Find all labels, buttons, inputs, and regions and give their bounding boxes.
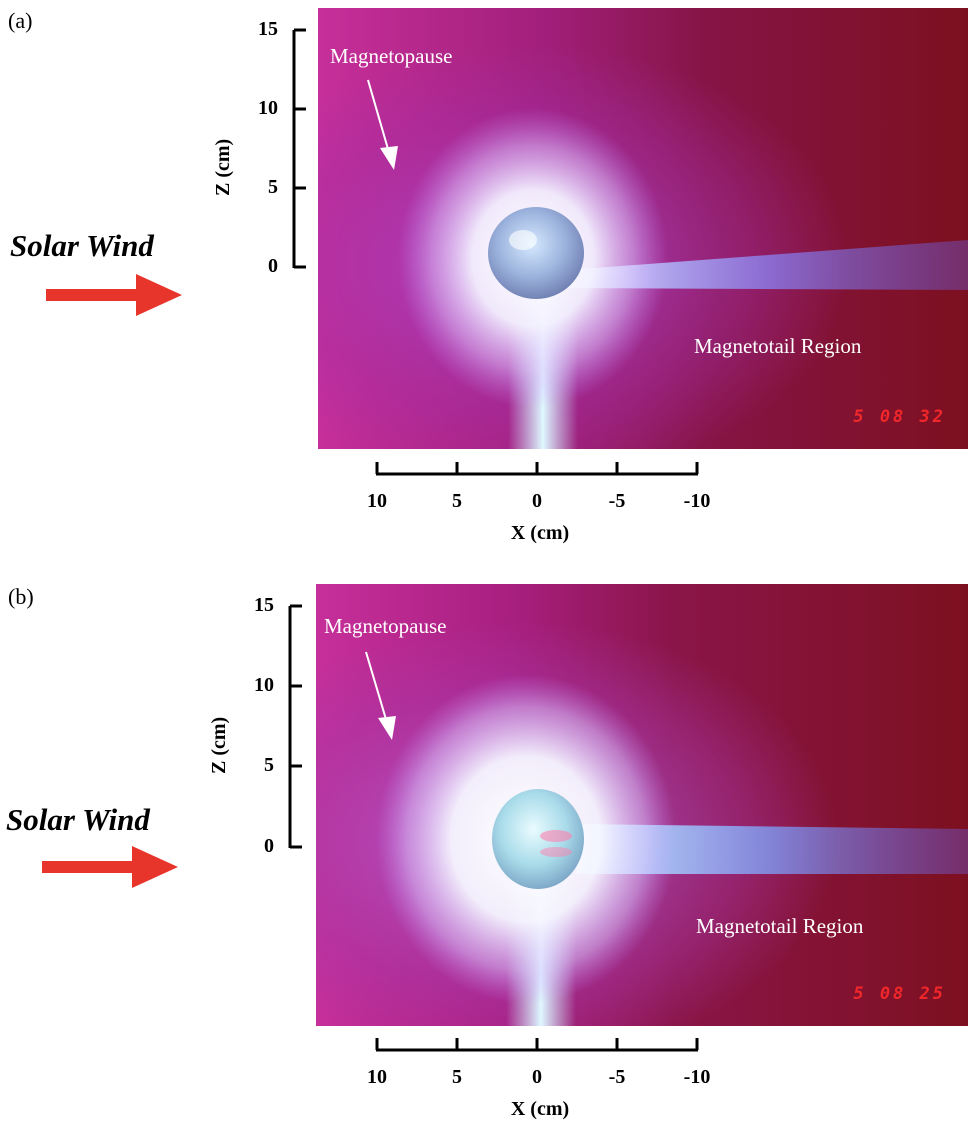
z-tick-label: 5 <box>268 176 278 198</box>
panel-b: (b) <box>0 576 969 1136</box>
plasma-image <box>316 584 968 1026</box>
magnetopause-pointer-arrow <box>367 79 398 170</box>
magnetotail-label: Magnetotail Region <box>694 334 862 358</box>
z-axis: 15 10 5 0 Z (cm) <box>200 16 310 286</box>
x-axis-title: X (cm) <box>510 522 570 544</box>
solar-wind-label: Solar Wind <box>6 802 150 837</box>
x-axis: 10 5 0 -5 -10 X (cm) <box>340 1036 740 1126</box>
z-axis: 15 10 5 0 Z (cm) <box>200 592 310 862</box>
x-tick-label: 5 <box>452 1066 462 1088</box>
magnetopause-label: Magnetopause <box>324 614 447 638</box>
x-tick-label: -5 <box>608 1066 626 1088</box>
z-tick-label: 15 <box>254 594 274 616</box>
solar-wind-label: Solar Wind <box>10 228 154 263</box>
x-tick-label: 5 <box>452 490 462 512</box>
magnetotail-label: Magnetotail Region <box>696 914 864 938</box>
z-tick-label: 10 <box>258 97 278 119</box>
timestamp: 5 08 32 <box>853 407 946 427</box>
z-axis-scale-bar <box>288 604 302 849</box>
magnetopause-label: Magnetopause <box>330 44 453 68</box>
z-axis-title: Z (cm) <box>208 716 230 774</box>
x-axis-scale-bar <box>375 462 699 476</box>
x-tick-label: 10 <box>367 490 387 512</box>
x-tick-label: 0 <box>532 1066 542 1088</box>
plasma-photo: Magnetopause Magnetotail Region 5 08 32 <box>318 8 968 449</box>
z-axis-title: Z (cm) <box>212 138 234 196</box>
x-axis-title: X (cm) <box>510 1098 570 1120</box>
solar-wind-arrow-icon <box>46 274 182 316</box>
solar-wind-arrow-icon <box>42 846 178 888</box>
x-tick-label: -5 <box>608 490 626 512</box>
z-tick-label: 0 <box>264 835 274 857</box>
plasma-photo: Magnetopause Magnetotail Region 5 08 25 <box>316 584 968 1026</box>
timestamp: 5 08 25 <box>853 984 946 1004</box>
x-tick-label: 10 <box>367 1066 387 1088</box>
z-tick-label: 5 <box>264 754 274 776</box>
z-axis-scale-bar <box>292 28 306 269</box>
x-tick-label: -10 <box>683 490 711 512</box>
x-axis: 10 5 0 -5 -10 X (cm) <box>340 460 740 550</box>
panel-label: (b) <box>8 584 34 609</box>
plasma-image <box>318 8 968 449</box>
x-axis-scale-bar <box>375 1038 699 1052</box>
z-tick-label: 0 <box>268 255 278 277</box>
z-tick-label: 10 <box>254 674 274 696</box>
x-tick-label: 0 <box>532 490 542 512</box>
panel-label: (a) <box>8 8 33 33</box>
magnetopause-pointer-arrow <box>365 651 396 740</box>
z-tick-label: 15 <box>258 18 278 40</box>
x-tick-label: -10 <box>683 1066 711 1088</box>
panel-a: (a) <box>0 0 969 560</box>
